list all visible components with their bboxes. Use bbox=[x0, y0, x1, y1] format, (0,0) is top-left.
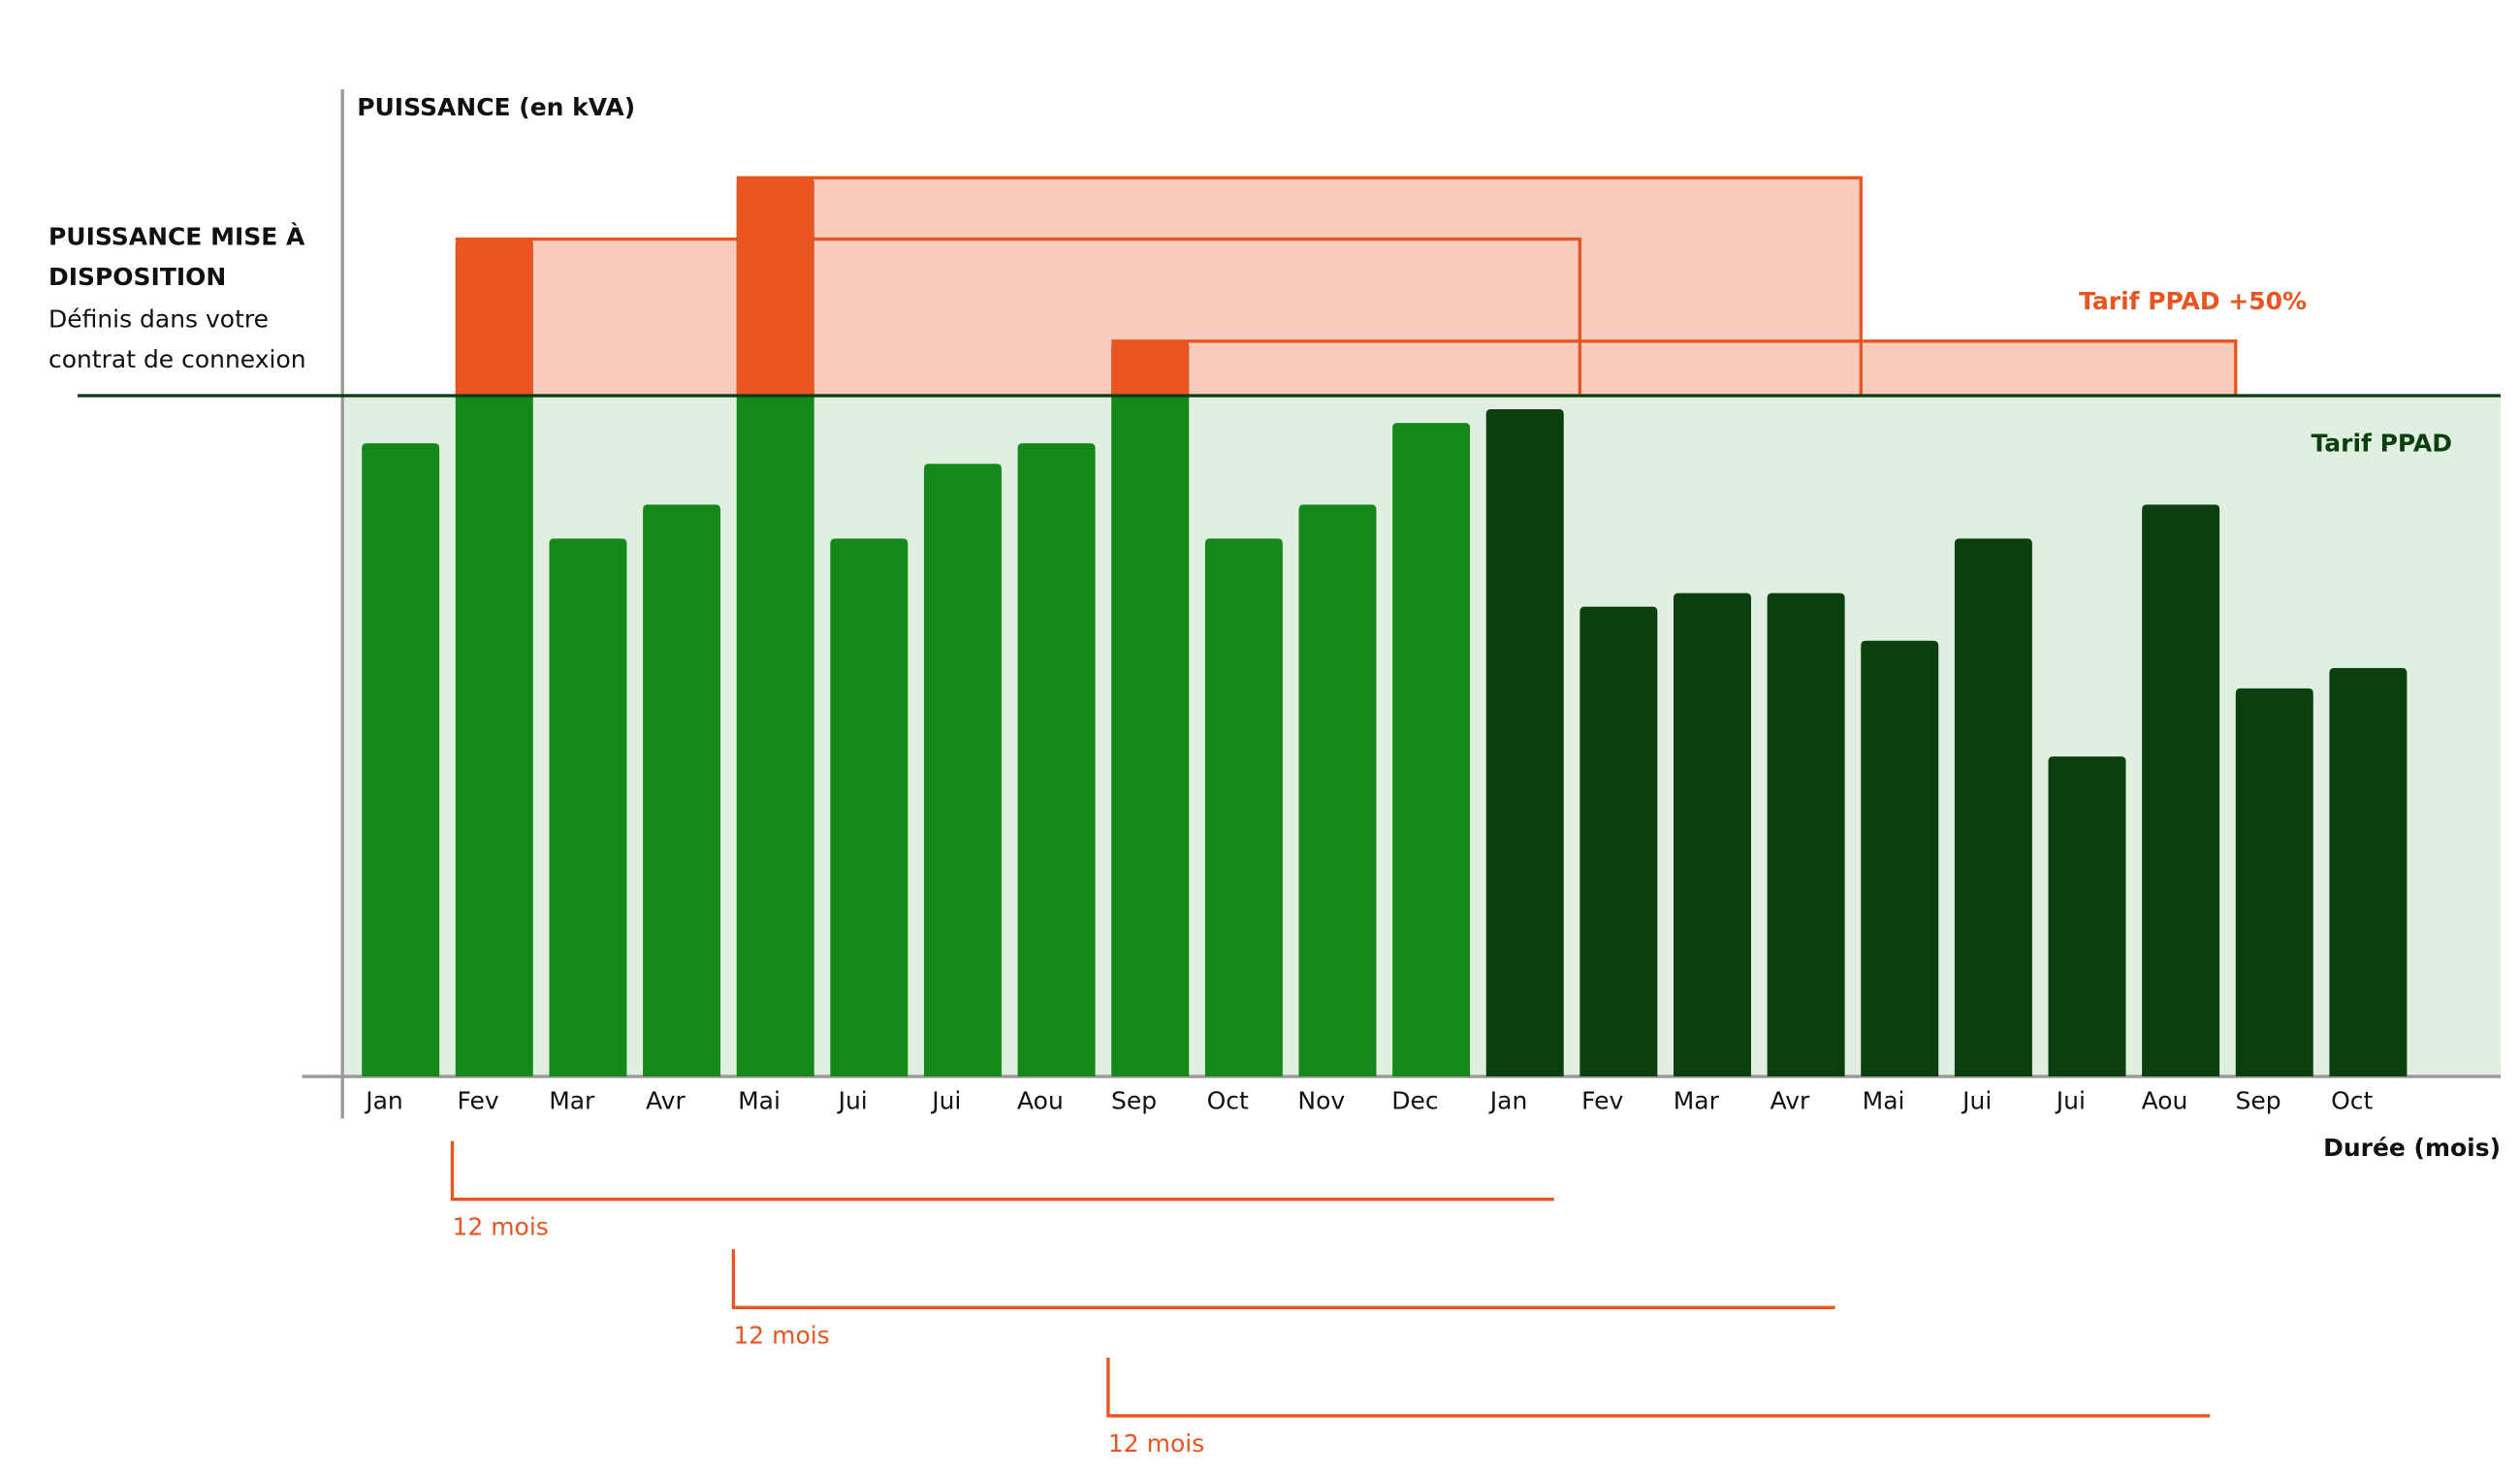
zone-label: Tarif PPAD +50% bbox=[2079, 287, 2307, 315]
penalty-outline bbox=[455, 237, 1582, 397]
bar bbox=[1954, 538, 2032, 1077]
y-axis-label: PUISSANCE (en kVA) bbox=[357, 93, 635, 121]
bar bbox=[1579, 606, 1658, 1077]
zone-label: Tarif PPAD bbox=[2311, 430, 2452, 458]
x-tick-label: Jui bbox=[1961, 1087, 1992, 1115]
bar bbox=[1017, 443, 1096, 1077]
x-tick-label: Oct bbox=[1207, 1087, 1249, 1115]
threshold-note: Définis dans votre bbox=[48, 305, 269, 333]
x-tick-label: Jui bbox=[2055, 1087, 2086, 1115]
x-tick-label: Fev bbox=[458, 1087, 499, 1115]
x-tick-label: Mar bbox=[549, 1087, 595, 1115]
bar bbox=[1298, 504, 1377, 1077]
bar bbox=[2048, 756, 2126, 1077]
x-axis-label: Durée (mois) bbox=[2323, 1134, 2501, 1162]
bar-over bbox=[1111, 340, 1190, 397]
x-tick-label: Jui bbox=[837, 1087, 868, 1115]
x-tick-label: Mai bbox=[738, 1087, 781, 1115]
bar bbox=[923, 464, 1002, 1077]
x-tick-label: Aou bbox=[1017, 1087, 1064, 1115]
bar bbox=[1674, 593, 1751, 1077]
period-bracket bbox=[731, 1249, 1835, 1309]
bar bbox=[1392, 423, 1471, 1077]
period-label: 12 mois bbox=[452, 1213, 548, 1241]
bar bbox=[362, 443, 440, 1077]
bar-over bbox=[736, 177, 814, 397]
penalty-outline bbox=[1111, 339, 2238, 397]
period-label: 12 mois bbox=[733, 1321, 829, 1349]
penalty-zone bbox=[1111, 340, 2236, 397]
bar-over bbox=[455, 239, 533, 397]
bar bbox=[2142, 504, 2220, 1077]
x-tick-label: Dec bbox=[1391, 1087, 1438, 1115]
penalty-zones bbox=[455, 176, 2238, 397]
bar bbox=[2329, 667, 2408, 1077]
threshold-label: PUISSANCE MISE À bbox=[48, 222, 305, 250]
period-label: 12 mois bbox=[1108, 1429, 1204, 1458]
bar bbox=[1204, 538, 1283, 1077]
x-tick-label: Mai bbox=[1863, 1087, 1905, 1115]
x-tick-label: Jui bbox=[930, 1087, 961, 1115]
x-tick-label: Avr bbox=[646, 1087, 686, 1115]
bar bbox=[2235, 688, 2313, 1077]
period-bracket bbox=[450, 1140, 1554, 1202]
x-tick-label: Sep bbox=[2236, 1087, 2281, 1115]
bar bbox=[1861, 640, 1939, 1077]
bar bbox=[1111, 340, 1190, 1077]
threshold-label: DISPOSITION bbox=[48, 263, 226, 291]
x-tick-label: Jan bbox=[364, 1087, 403, 1115]
period-bracket bbox=[1106, 1357, 2211, 1418]
x-tick-label: Nov bbox=[1297, 1087, 1345, 1115]
bar bbox=[643, 504, 721, 1077]
x-tick-label: Aou bbox=[2142, 1087, 2188, 1115]
x-tick-label: Jan bbox=[1488, 1087, 1528, 1115]
x-tick-label: Sep bbox=[1111, 1087, 1157, 1115]
threshold-note: contrat de connexion bbox=[48, 345, 306, 373]
penalty-outline bbox=[736, 176, 1863, 397]
bar bbox=[455, 239, 533, 1077]
bar bbox=[1485, 409, 1564, 1077]
bar bbox=[830, 538, 909, 1077]
x-tick-label: Avr bbox=[1770, 1087, 1810, 1115]
bar bbox=[1767, 593, 1845, 1077]
x-tick-label: Fev bbox=[1581, 1087, 1623, 1115]
x-tick-label: Mar bbox=[1674, 1087, 1720, 1115]
bar bbox=[736, 177, 814, 1077]
bar bbox=[549, 538, 627, 1077]
x-tick-label: Oct bbox=[2331, 1087, 2373, 1115]
